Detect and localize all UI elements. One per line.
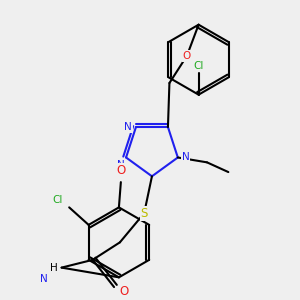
Text: O: O <box>183 51 191 61</box>
Text: O: O <box>119 285 128 298</box>
Text: Cl: Cl <box>52 195 63 205</box>
Text: H: H <box>50 262 58 273</box>
Text: N: N <box>124 122 132 132</box>
Text: Cl: Cl <box>194 61 204 70</box>
Text: S: S <box>140 207 148 220</box>
Text: O: O <box>116 164 125 177</box>
Text: N: N <box>182 152 190 163</box>
Text: N: N <box>117 160 125 170</box>
Text: N: N <box>40 274 48 284</box>
